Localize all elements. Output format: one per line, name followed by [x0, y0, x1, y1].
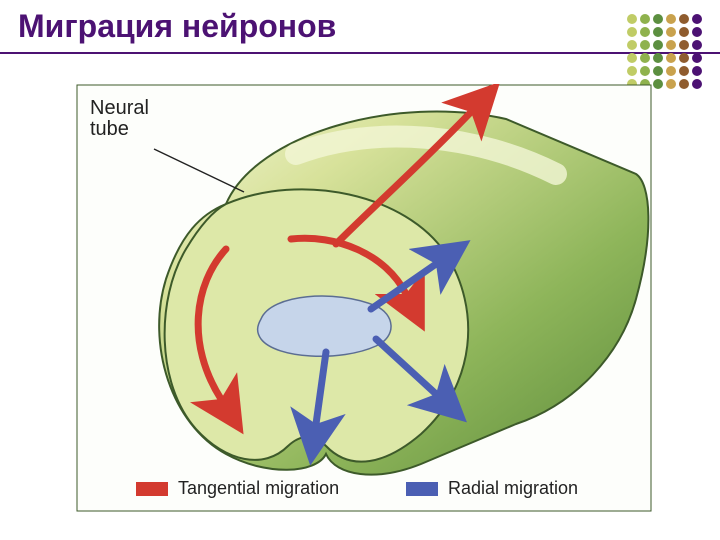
diagram-svg — [76, 84, 652, 512]
corner-dot — [640, 53, 650, 63]
title-underline — [0, 52, 720, 54]
corner-dot — [627, 27, 637, 37]
page-title: Миграция нейронов — [18, 8, 336, 45]
corner-dot — [692, 27, 702, 37]
corner-dot — [679, 40, 689, 50]
corner-dot — [679, 66, 689, 76]
diagram-figure: Neural tube Tangential migration Radial … — [76, 84, 652, 512]
corner-dot — [679, 14, 689, 24]
slide: Миграция нейронов — [0, 0, 720, 540]
legend-text-tangential: Tangential migration — [178, 478, 339, 499]
corner-dot-grid — [627, 14, 702, 89]
corner-dot — [640, 66, 650, 76]
corner-dot — [692, 66, 702, 76]
legend-text-radial: Radial migration — [448, 478, 578, 499]
corner-dot — [653, 66, 663, 76]
corner-dot — [666, 14, 676, 24]
corner-dot — [692, 53, 702, 63]
corner-dot — [653, 14, 663, 24]
corner-dot — [653, 27, 663, 37]
corner-dot — [692, 14, 702, 24]
corner-dot — [666, 40, 676, 50]
corner-dot — [692, 79, 702, 89]
label-neural-tube: Neural tube — [90, 98, 149, 140]
corner-dot — [692, 40, 702, 50]
corner-dot — [666, 79, 676, 89]
corner-dot — [627, 53, 637, 63]
corner-dot — [653, 79, 663, 89]
corner-dot — [666, 53, 676, 63]
corner-dot — [627, 14, 637, 24]
corner-dot — [627, 40, 637, 50]
corner-dot — [627, 66, 637, 76]
corner-dot — [640, 14, 650, 24]
corner-dot — [653, 53, 663, 63]
corner-dot — [666, 27, 676, 37]
corner-dot — [640, 27, 650, 37]
corner-dot — [640, 40, 650, 50]
legend-swatch-radial — [406, 482, 438, 496]
corner-dot — [679, 53, 689, 63]
corner-dot — [679, 79, 689, 89]
legend-swatch-tangential — [136, 482, 168, 496]
corner-dot — [653, 40, 663, 50]
corner-dot — [666, 66, 676, 76]
corner-dot — [679, 27, 689, 37]
